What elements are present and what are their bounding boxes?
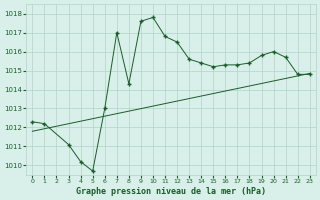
X-axis label: Graphe pression niveau de la mer (hPa): Graphe pression niveau de la mer (hPa) — [76, 187, 266, 196]
